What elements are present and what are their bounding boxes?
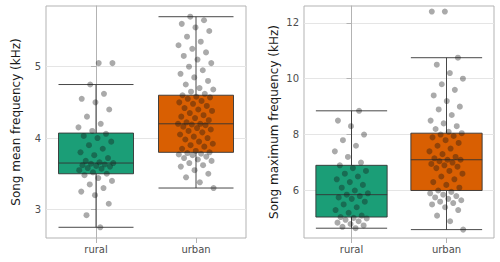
svg-text:12: 12 xyxy=(286,17,299,28)
svg-text:rural: rural xyxy=(340,244,363,255)
svg-text:urban: urban xyxy=(181,244,210,255)
svg-text:8: 8 xyxy=(293,129,299,140)
svg-text:3: 3 xyxy=(35,204,41,215)
svg-text:5: 5 xyxy=(35,61,41,72)
svg-text:Song mean frequency (kHz): Song mean frequency (kHz) xyxy=(9,38,23,205)
svg-text:10: 10 xyxy=(286,73,299,84)
svg-text:rural: rural xyxy=(84,244,107,255)
svg-text:6: 6 xyxy=(293,185,299,196)
svg-text:urban: urban xyxy=(432,244,461,255)
svg-text:4: 4 xyxy=(35,133,41,144)
svg-text:Song maximum frequency (kHz): Song maximum frequency (kHz) xyxy=(267,25,281,219)
